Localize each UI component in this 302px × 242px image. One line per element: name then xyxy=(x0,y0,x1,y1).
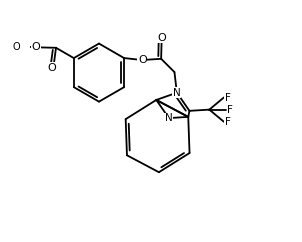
Text: F: F xyxy=(225,117,231,127)
Text: F: F xyxy=(227,105,233,115)
Text: O: O xyxy=(32,42,40,52)
Text: O: O xyxy=(138,55,147,65)
Text: N: N xyxy=(165,113,173,123)
Text: F: F xyxy=(225,92,231,103)
Text: N: N xyxy=(173,88,181,98)
Text: O: O xyxy=(12,42,20,52)
Text: O: O xyxy=(158,32,166,43)
Text: O: O xyxy=(47,63,56,73)
